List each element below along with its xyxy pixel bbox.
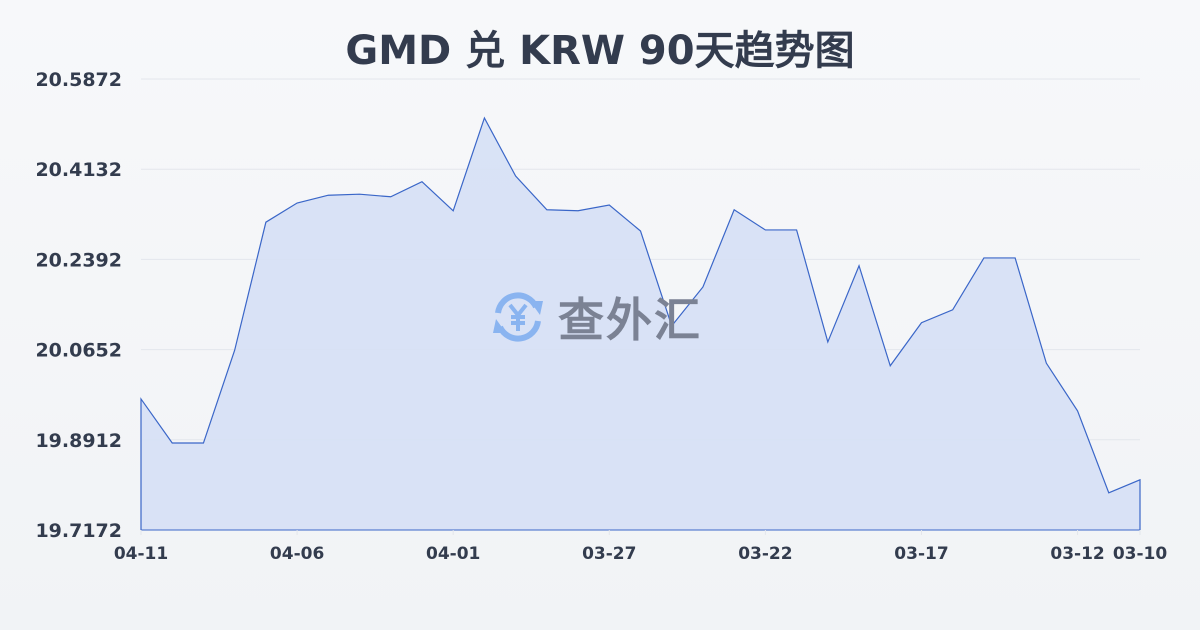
watermark: 查外汇 — [488, 284, 702, 350]
x-tick-label: 03-22 — [738, 544, 792, 564]
x-tick-label: 03-10 — [1113, 544, 1168, 564]
x-tick-label: 03-17 — [894, 544, 948, 564]
area-fill — [141, 117, 1140, 531]
chart-title: GMD 兑 KRW 90天趋势图 — [345, 28, 855, 74]
x-tick-label: 03-12 — [1050, 544, 1104, 564]
y-tick-label: 20.0652 — [35, 340, 122, 362]
series-line — [140, 116, 1141, 530]
x-tick-label: 04-11 — [114, 544, 168, 564]
y-tick-label: 19.7172 — [35, 520, 122, 542]
y-tick-label: 20.5872 — [35, 69, 122, 91]
y-tick-label: 19.8912 — [35, 430, 122, 452]
x-tick-label: 04-06 — [270, 544, 324, 564]
x-tick-label: 03-27 — [582, 544, 636, 564]
x-tick-label: 04-01 — [426, 544, 480, 564]
y-tick-label: 20.2392 — [35, 249, 122, 271]
yuan-exchange-icon — [493, 292, 543, 342]
y-tick-label: 20.4132 — [35, 159, 122, 181]
watermark-text: 查外汇 — [558, 293, 702, 347]
